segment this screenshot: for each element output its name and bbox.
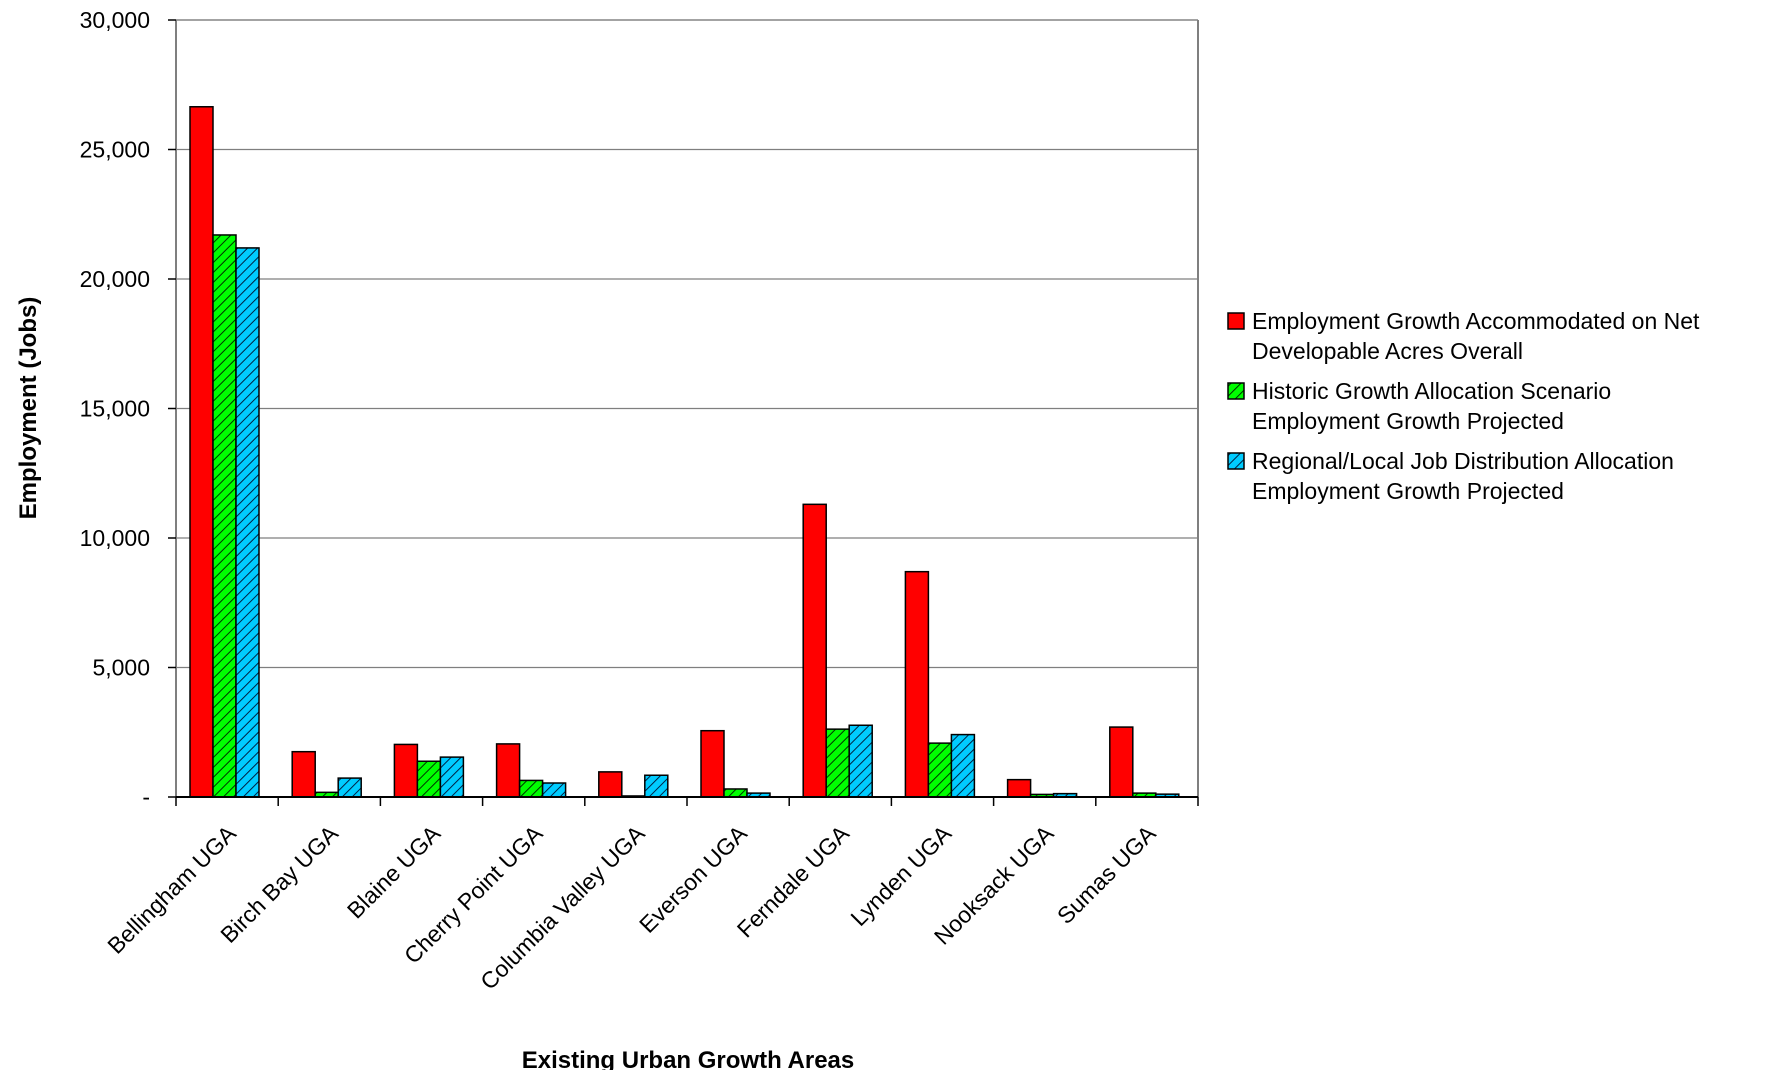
y-tick-labels: - 5,000 10,000 15,000 20,000 25,000 30,000	[80, 7, 150, 810]
bar-s0-c4	[598, 771, 623, 798]
y-axis-title: Employment (Jobs)	[15, 297, 42, 520]
bar-s0-c6	[802, 503, 827, 798]
x-tick-label-4: Columbia Valley UGA	[475, 820, 650, 995]
y-tick-label-6: 30,000	[80, 7, 150, 33]
bar-s2-c7	[950, 733, 976, 798]
bar-s1-c5	[723, 788, 748, 798]
x-axis-title: Existing Urban Growth Areas	[522, 1047, 855, 1070]
bar-s0-c1	[291, 750, 316, 798]
y-tick-label-4: 20,000	[80, 266, 150, 292]
bar-s0-c8	[1006, 778, 1032, 798]
bar-s1-c3	[518, 779, 544, 798]
bar-s2-c1	[337, 777, 362, 798]
y-tick-label-3: 15,000	[80, 396, 150, 422]
bar-s0-c5	[700, 729, 725, 798]
x-tick-label-9: Sumas UGA	[1052, 820, 1161, 929]
legend-label-1-line-0: Historic Growth Allocation Scenario	[1252, 378, 1611, 404]
grid-lines	[176, 19, 1198, 669]
y-tick-label-1: 5,000	[92, 655, 150, 681]
axes	[168, 19, 1199, 806]
legend-label-0-line-0: Employment Growth Accommodated on Net	[1252, 308, 1700, 334]
bar-s0-c2	[393, 743, 419, 798]
legend: Employment Growth Accommodated on Net Dev…	[1227, 308, 1700, 504]
bar-s2-c6	[848, 724, 873, 798]
bar-s1-c7	[927, 742, 953, 798]
y-tick-label-0: -	[142, 784, 150, 810]
bar-s0-c9	[1109, 726, 1134, 798]
legend-swatch-2	[1227, 452, 1245, 470]
bar-s2-c3	[541, 782, 567, 798]
legend-label-2-line-1: Employment Growth Projected	[1252, 478, 1564, 504]
x-tick-label-2: Blaine UGA	[342, 820, 446, 924]
legend-swatch-0	[1227, 312, 1245, 330]
bar-s1-c0	[212, 234, 237, 798]
bar-s0-c7	[904, 570, 930, 798]
bar-s2-c2	[439, 756, 465, 798]
legend-swatch-1	[1227, 382, 1245, 400]
bar-s2-c0	[235, 247, 260, 798]
bar-s1-c6	[825, 728, 850, 798]
x-tick-label-7: Lynden UGA	[845, 820, 956, 931]
bar-s2-c4	[644, 774, 669, 798]
legend-label-2-line-0: Regional/Local Job Distribution Allocati…	[1252, 448, 1674, 474]
y-tick-label-2: 10,000	[80, 525, 150, 551]
bar-s1-c2	[416, 760, 442, 798]
legend-label-0-line-1: Developable Acres Overall	[1252, 338, 1523, 364]
bar-s0-c0	[189, 106, 214, 798]
bars	[189, 106, 1180, 798]
bar-s0-c3	[495, 743, 521, 798]
y-tick-label-5: 25,000	[80, 137, 150, 163]
legend-label-1-line-1: Employment Growth Projected	[1252, 408, 1564, 434]
x-tick-label-0: Bellingham UGA	[102, 820, 241, 959]
